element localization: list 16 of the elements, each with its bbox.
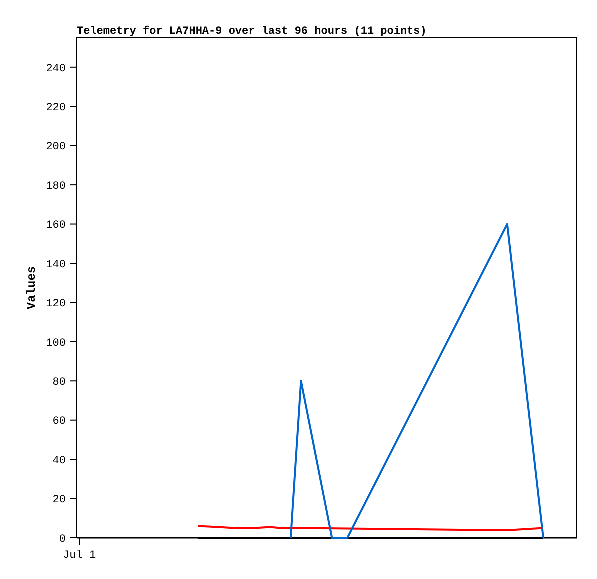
y-tick-label: 120 — [46, 298, 66, 311]
y-tick-label: 20 — [52, 494, 66, 507]
y-tick-label: 100 — [46, 338, 66, 350]
y-tick-label: 220 — [46, 102, 66, 114]
y-tick-label: 200 — [46, 142, 66, 154]
y-tick-label: 0 — [59, 534, 66, 546]
chart-title: Telemetry for LA7HHA-9 over last 96 hours (11 points) — [77, 25, 427, 38]
y-tick-label: 180 — [46, 180, 66, 193]
y-tick-label: 80 — [52, 376, 66, 389]
y-tick-label: 140 — [46, 259, 66, 272]
y-tick-label: 240 — [46, 63, 66, 76]
y-tick-label: 40 — [52, 455, 66, 468]
y-tick-label: 60 — [52, 416, 66, 428]
y-axis-title: Values — [25, 266, 39, 310]
x-tick-label: Jul 1 — [63, 550, 96, 562]
y-tick-label: 160 — [46, 220, 66, 232]
